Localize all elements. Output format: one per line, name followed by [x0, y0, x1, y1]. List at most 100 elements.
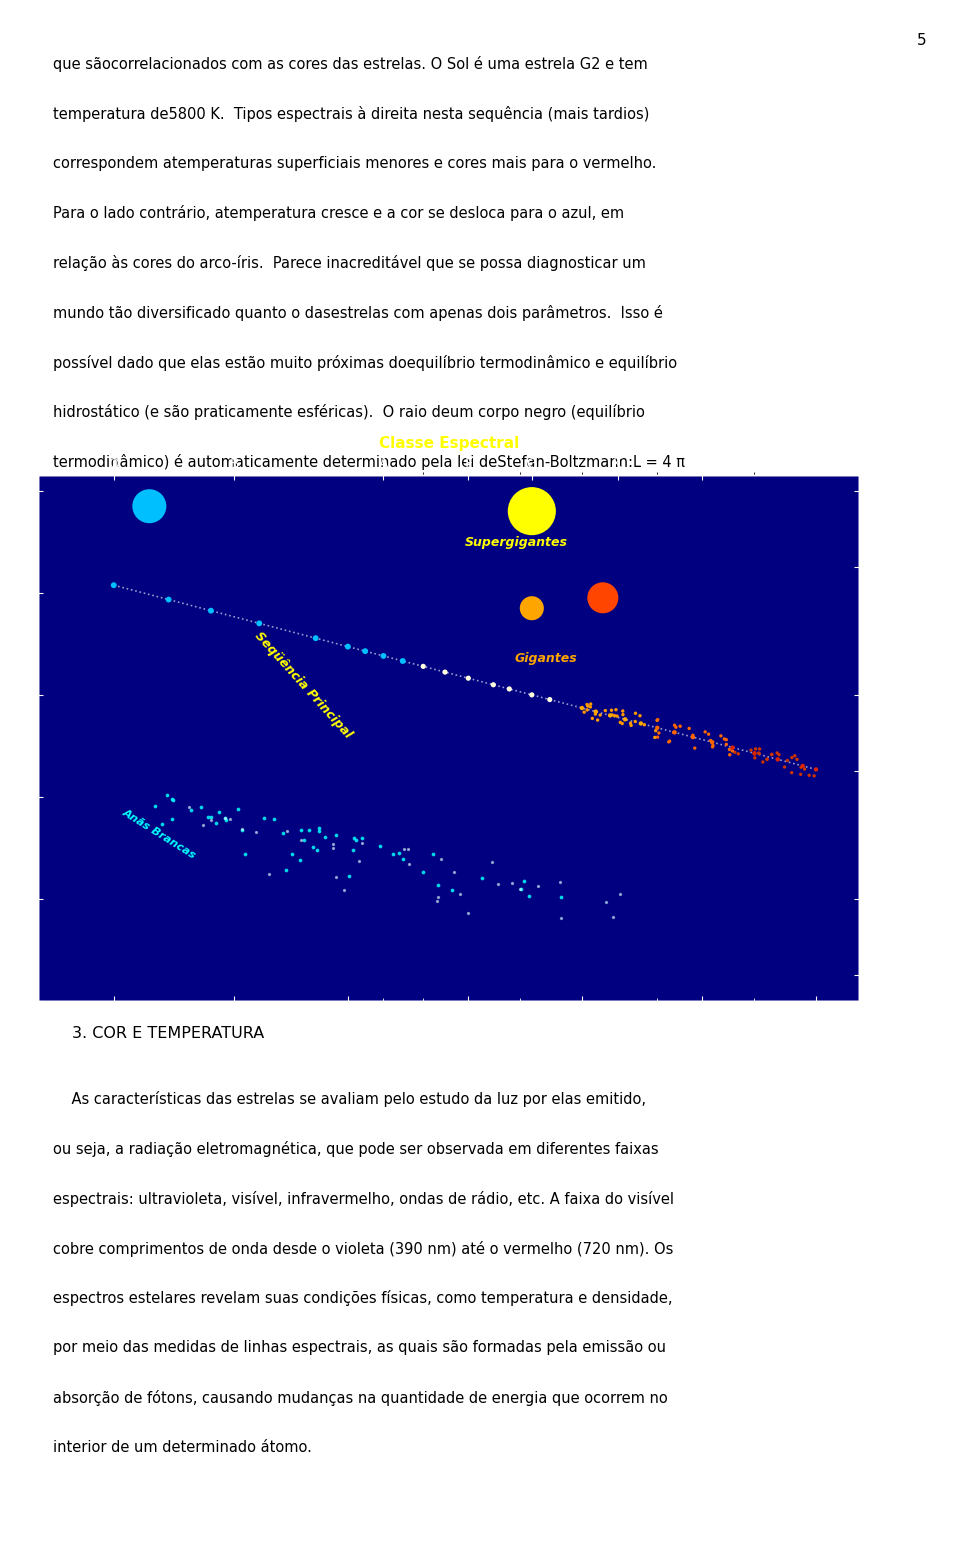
Point — [491, 871, 506, 896]
Point — [164, 806, 180, 831]
Text: espectros estelares revelam suas condições físicas, como temperatura e densidade: espectros estelares revelam suas condiçõ… — [53, 1291, 672, 1306]
Point — [777, 755, 792, 780]
Point — [218, 808, 233, 833]
Point — [606, 904, 621, 929]
Point — [667, 720, 683, 745]
Point — [530, 875, 545, 900]
Point — [297, 828, 312, 853]
Point — [615, 702, 631, 726]
Point — [396, 847, 411, 871]
Point — [284, 842, 300, 867]
Point — [392, 840, 407, 865]
Point — [461, 666, 476, 691]
Point — [256, 804, 272, 829]
Point — [183, 798, 199, 823]
Point — [106, 572, 121, 597]
Point — [346, 837, 361, 862]
Point — [165, 787, 180, 812]
Point — [357, 639, 372, 664]
Point — [687, 736, 703, 761]
Point — [612, 709, 628, 734]
Point — [789, 747, 804, 772]
Point — [650, 716, 665, 741]
Point — [396, 649, 411, 673]
Point — [650, 725, 665, 750]
Point — [747, 742, 762, 767]
Point — [252, 611, 267, 636]
Point — [759, 747, 775, 772]
Point — [193, 795, 208, 820]
Point — [305, 836, 321, 861]
Point — [308, 625, 324, 650]
Point — [725, 739, 740, 764]
Point — [793, 762, 808, 787]
Point — [293, 817, 308, 842]
Text: Supergigantes: Supergigantes — [466, 536, 568, 549]
Text: ou seja, a radiação eletromagnética, que pode ser observada em diferentes faixas: ou seja, a radiação eletromagnética, que… — [53, 1141, 659, 1157]
Point — [718, 726, 733, 751]
Point — [217, 804, 232, 829]
Point — [795, 753, 810, 778]
Point — [615, 698, 631, 723]
Text: temperatura de5800 K.  Tipos espectrais à direita nesta sequência (mais tardios): temperatura de5800 K. Tipos espectrais à… — [53, 106, 649, 122]
Point — [647, 725, 662, 750]
Point — [438, 659, 453, 684]
Point — [266, 806, 281, 831]
Text: correspondem atemperaturas superficiais menores e cores mais para o vermelho.: correspondem atemperaturas superficiais … — [53, 156, 657, 170]
Point — [583, 694, 598, 719]
Point — [623, 712, 638, 737]
Point — [583, 692, 598, 717]
Point — [347, 825, 362, 850]
Point — [552, 870, 567, 895]
Point — [401, 851, 417, 876]
Point — [203, 808, 218, 833]
Point — [147, 794, 162, 818]
Point — [200, 804, 215, 829]
Point — [452, 881, 468, 906]
Point — [722, 742, 737, 767]
Point — [728, 741, 743, 765]
Point — [154, 812, 169, 837]
Point — [588, 698, 604, 723]
Text: absorção de fótons, causando mudanças na quantidade de energia que ocorrem no: absorção de fótons, causando mudanças na… — [53, 1389, 667, 1406]
Point — [685, 725, 701, 750]
Point — [764, 742, 780, 767]
Point — [668, 714, 684, 739]
Point — [217, 806, 232, 831]
Point — [719, 731, 734, 756]
Point — [385, 842, 400, 867]
Text: 3. COR E TEMPERATURA: 3. COR E TEMPERATURA — [72, 1026, 264, 1041]
Point — [610, 703, 625, 728]
Point — [662, 728, 678, 753]
Point — [234, 817, 250, 842]
Point — [808, 758, 824, 783]
Point — [486, 672, 501, 697]
Point — [309, 837, 324, 862]
Point — [234, 817, 250, 842]
Point — [759, 747, 775, 772]
Point — [516, 868, 532, 893]
Point — [599, 890, 614, 915]
Point — [249, 818, 264, 843]
Point — [780, 748, 795, 773]
Point — [484, 850, 499, 875]
Point — [793, 755, 808, 780]
Point — [474, 865, 490, 890]
Point — [416, 653, 431, 678]
Point — [513, 876, 528, 901]
Point — [604, 698, 619, 723]
Point — [592, 703, 608, 728]
Point — [743, 737, 758, 762]
Point — [628, 702, 643, 726]
Point — [430, 884, 445, 909]
Point — [731, 742, 746, 767]
Point — [666, 720, 682, 745]
Point — [747, 741, 762, 765]
Point — [275, 820, 290, 845]
Point — [433, 847, 448, 871]
Point — [158, 783, 174, 808]
Text: Para o lado contrário, atemperatura cresce e a cor se desloca para o azul, em: Para o lado contrário, atemperatura cres… — [53, 206, 624, 221]
Point — [340, 635, 355, 659]
Point — [262, 861, 277, 886]
Point — [802, 762, 817, 787]
